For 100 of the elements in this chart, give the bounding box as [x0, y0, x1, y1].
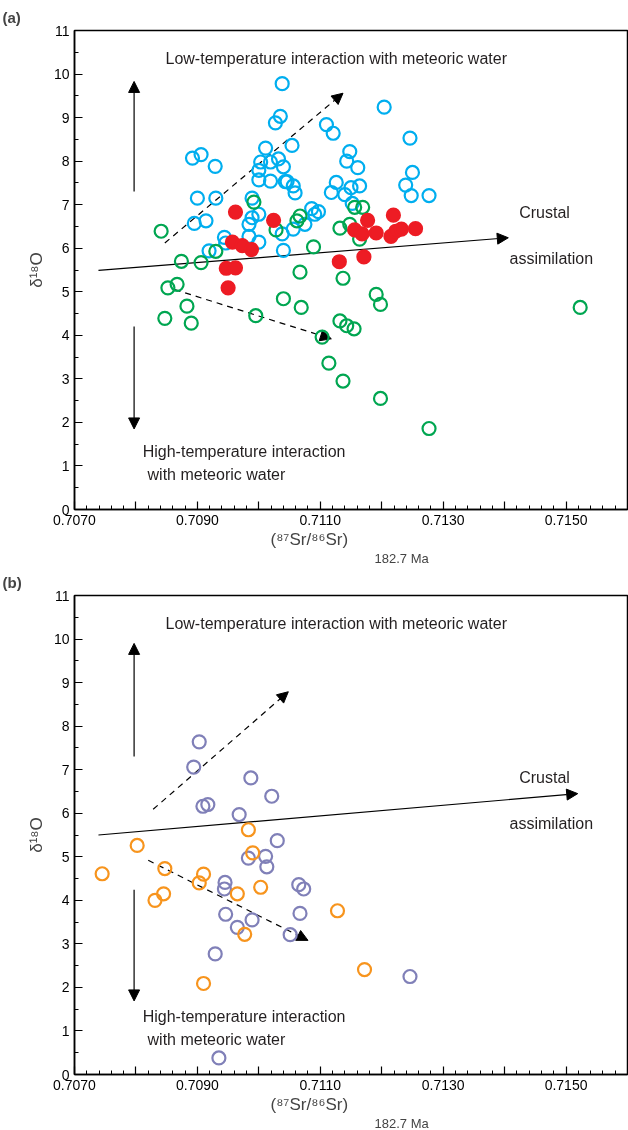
- y-tick-label: 11: [54, 22, 70, 39]
- point: [321, 355, 337, 371]
- point: [335, 270, 351, 286]
- point: [208, 243, 224, 259]
- point: [244, 190, 260, 206]
- point: [421, 187, 437, 204]
- point: [195, 798, 211, 814]
- point: [385, 207, 401, 223]
- point: [402, 130, 418, 146]
- point: [201, 243, 217, 259]
- point: [292, 905, 308, 921]
- y-tick-label: 5: [61, 848, 70, 865]
- point: [269, 833, 285, 849]
- point: [155, 886, 172, 902]
- point: [292, 208, 308, 224]
- annotation: assimilation: [509, 814, 594, 832]
- point: [344, 195, 360, 211]
- point: [268, 222, 284, 238]
- point: [198, 213, 214, 229]
- y-tick-label: 2: [61, 414, 70, 431]
- point: [246, 194, 262, 210]
- point: [218, 906, 234, 922]
- point: [368, 286, 384, 302]
- point: [402, 968, 418, 985]
- x-tick-label: 0.7090: [175, 511, 220, 528]
- y-tick-label: 10: [53, 66, 70, 83]
- point: [284, 137, 300, 154]
- point: [207, 158, 223, 174]
- point: [274, 226, 290, 242]
- point: [325, 125, 341, 141]
- point: [359, 212, 376, 228]
- point: [241, 228, 257, 245]
- point: [289, 213, 305, 229]
- point: [200, 796, 216, 813]
- point: [332, 313, 348, 329]
- y-tick-label: 2: [61, 979, 70, 996]
- point: [332, 220, 348, 236]
- point: [342, 216, 358, 232]
- y-tick-label: 7: [61, 761, 70, 778]
- point: [350, 160, 366, 176]
- point: [297, 216, 313, 232]
- point: [193, 255, 209, 271]
- point: [253, 154, 269, 170]
- point: [307, 206, 323, 222]
- point: [220, 280, 236, 296]
- y-tick-label: 6: [61, 805, 70, 822]
- point: [153, 223, 169, 239]
- point: [243, 241, 260, 258]
- point: [314, 329, 330, 345]
- point: [251, 234, 267, 250]
- point: [292, 264, 308, 280]
- point: [282, 927, 298, 943]
- y-tick-label: 10: [53, 631, 70, 648]
- point: [195, 975, 212, 992]
- point: [245, 845, 261, 861]
- point: [328, 174, 344, 191]
- x-tick-label: 0.7150: [544, 511, 588, 528]
- point: [403, 187, 419, 204]
- point: [335, 373, 351, 389]
- chart-title: (b): [2, 573, 22, 591]
- point: [337, 187, 353, 203]
- point: [193, 147, 209, 163]
- point: [343, 180, 359, 196]
- x-tick-label: 0.7090: [175, 1076, 220, 1093]
- point: [293, 299, 309, 316]
- point: [355, 199, 371, 215]
- y-tick-label: 9: [61, 109, 70, 126]
- y-tick-label: 8: [61, 153, 70, 170]
- point: [346, 321, 362, 337]
- point: [265, 212, 282, 228]
- point: [264, 788, 280, 804]
- annotation: High-temperature interaction: [142, 1008, 346, 1026]
- y-tick-label: 11: [54, 587, 70, 604]
- point: [262, 173, 279, 189]
- x-tick-label: 0.7130: [421, 1076, 465, 1093]
- point: [183, 315, 199, 331]
- point: [329, 903, 346, 919]
- point: [248, 308, 264, 324]
- point: [179, 298, 195, 314]
- x-tick-label: 0.7130: [421, 511, 465, 528]
- point: [275, 242, 292, 258]
- y-tick-label: 9: [61, 674, 70, 691]
- point: [251, 162, 267, 178]
- point: [169, 276, 185, 292]
- y-tick-label: 1: [61, 1022, 70, 1039]
- point: [237, 926, 253, 942]
- annotation: Crustal: [519, 204, 570, 222]
- point: [275, 291, 292, 307]
- x-tick-label: 0.7150: [544, 1076, 588, 1093]
- x-tick-label: 0.7110: [299, 1076, 342, 1093]
- chart-title: (a): [2, 8, 21, 26]
- point: [270, 151, 287, 167]
- point: [310, 204, 327, 220]
- y-tick-label: 6: [61, 240, 70, 257]
- point: [216, 229, 233, 245]
- point: [191, 875, 207, 891]
- point: [572, 299, 588, 316]
- point: [191, 734, 207, 750]
- point: [356, 961, 373, 978]
- point: [372, 296, 389, 312]
